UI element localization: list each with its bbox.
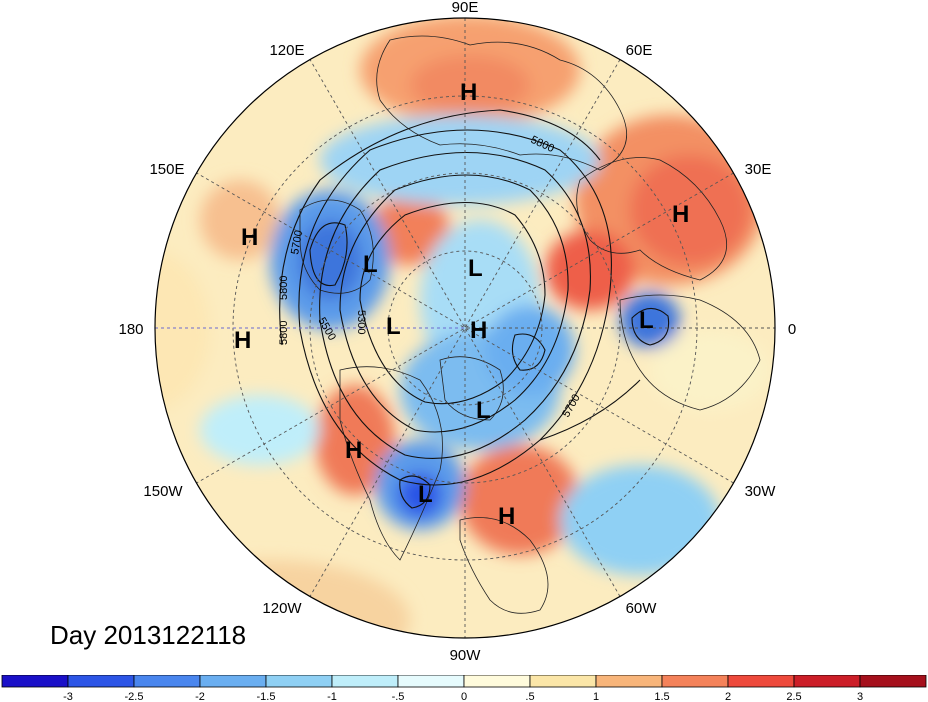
longitude-labels: 90E 60E 30E 0 30W 60W 90W 120W 150W 180 … <box>118 0 796 664</box>
lon-label-30w: 30W <box>745 483 777 500</box>
lon-label-30e: 30E <box>745 161 772 178</box>
colorbar-tick-label: 1.5 <box>654 691 669 702</box>
lon-label-120w: 120W <box>262 600 302 617</box>
lon-label-180: 180 <box>118 321 143 338</box>
colorbar-tick-label: 0 <box>461 691 467 702</box>
colorbar-tick-label: -2.5 <box>125 691 144 702</box>
colorbar-tick-label: -1.5 <box>257 691 276 702</box>
high-pressure-label: H <box>234 327 251 354</box>
high-pressure-label: H <box>460 79 477 106</box>
map-boundary <box>154 17 776 639</box>
colorbar-swatch <box>859 675 927 688</box>
colorbar-tick-label: 2.5 <box>786 691 801 702</box>
high-pressure-label: H <box>470 317 487 344</box>
colorbar-tick-label: .5 <box>525 691 534 702</box>
colorbar-swatch <box>661 675 729 688</box>
colorbar-swatch <box>1 675 69 688</box>
colorbar-swatch <box>331 675 399 688</box>
colorbar-swatch <box>595 675 663 688</box>
colorbar-swatch <box>199 675 267 688</box>
high-pressure-label: H <box>345 437 362 464</box>
low-pressure-label: L <box>468 255 483 282</box>
lon-label-60e: 60E <box>626 42 653 59</box>
contour-label: 5800 <box>278 276 290 300</box>
colorbar-tick-label: -2 <box>195 691 205 702</box>
colorbar-tick-label: 3 <box>857 691 863 702</box>
date-caption: Day 2013122118 <box>50 620 247 650</box>
colorbar-tick-label: 2 <box>725 691 731 702</box>
contour-label: 5700 <box>289 229 305 255</box>
colorbar-swatch <box>265 675 333 688</box>
coastlines <box>299 35 761 614</box>
colorbar-tick-label: -1 <box>327 691 337 702</box>
low-pressure-label: L <box>639 307 654 334</box>
low-pressure-label: L <box>418 481 433 508</box>
pressure-systems: H H H H H H H L L L L L L L <box>234 79 689 530</box>
lon-label-150w: 150W <box>143 483 183 500</box>
colorbar: -3 -2.5 -2 -1.5 -1 -.5 0 .5 1 1.5 2 2.5 3 <box>1 675 927 702</box>
anomaly-field <box>155 18 775 638</box>
colorbar-tick-label: -.5 <box>392 691 405 702</box>
high-pressure-label: H <box>672 201 689 228</box>
colorbar-swatch <box>727 675 795 688</box>
colorbar-swatch <box>397 675 465 688</box>
lon-label-150e: 150E <box>149 161 184 178</box>
lon-label-90w: 90W <box>450 647 482 664</box>
high-pressure-label: H <box>241 224 258 251</box>
colorbar-swatch <box>133 675 201 688</box>
lon-label-120e: 120E <box>269 42 304 59</box>
colorbar-tick-label: 1 <box>593 691 599 702</box>
low-pressure-label: L <box>476 397 491 424</box>
colorbar-swatch <box>67 675 135 688</box>
colorbar-swatch <box>793 675 861 688</box>
colorbar-swatch <box>463 675 531 688</box>
lon-label-60w: 60W <box>626 600 658 617</box>
height-contours <box>279 109 670 509</box>
colorbar-tick-label: -3 <box>63 691 73 702</box>
lon-label-0: 0 <box>788 321 796 338</box>
contour-label: 5800 <box>278 321 290 345</box>
low-pressure-label: L <box>386 313 401 340</box>
lon-label-90e: 90E <box>452 0 479 16</box>
low-pressure-label: L <box>363 251 378 278</box>
high-pressure-label: H <box>498 503 515 530</box>
contour-label: 5300 <box>355 310 367 334</box>
colorbar-swatch <box>529 675 597 688</box>
